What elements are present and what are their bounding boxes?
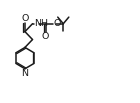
Text: N: N [21, 69, 28, 78]
Text: NH: NH [34, 19, 48, 28]
Text: O: O [53, 19, 60, 28]
Text: O: O [21, 14, 29, 23]
Text: O: O [42, 32, 49, 41]
